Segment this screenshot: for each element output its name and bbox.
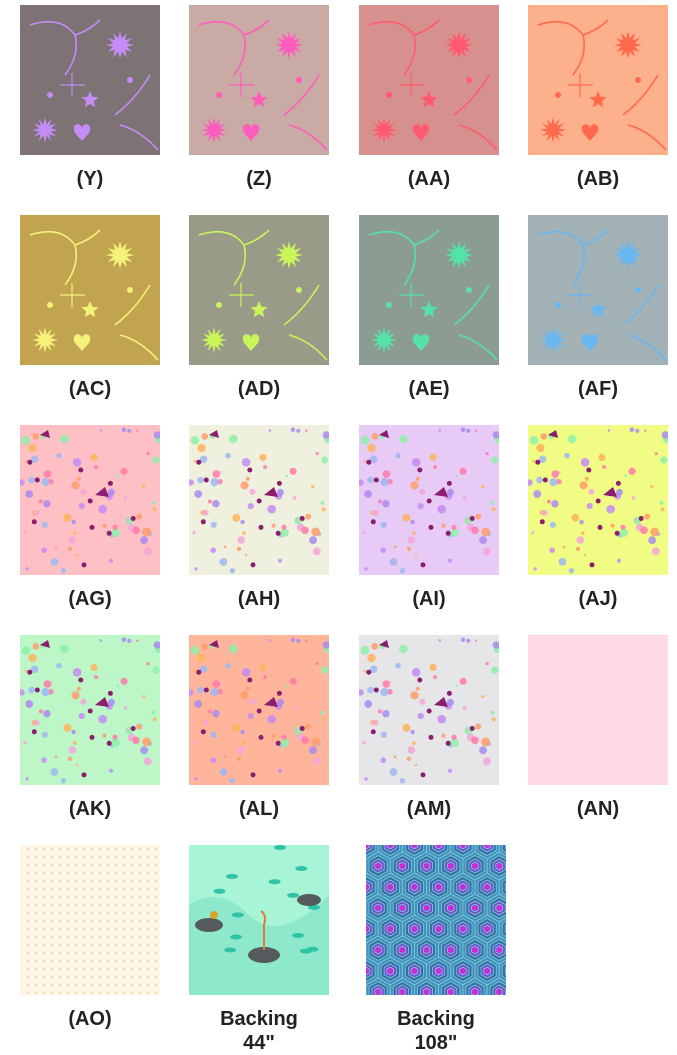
swatch-card[interactable]: (Z): [189, 5, 329, 191]
swatch-image: [189, 5, 329, 155]
swatch-image: [20, 5, 160, 155]
swatch-image: [528, 425, 668, 575]
swatch-card[interactable]: (AB): [528, 5, 668, 191]
swatch-card[interactable]: (AA): [359, 5, 499, 191]
swatch-card[interactable]: (Y): [20, 5, 160, 191]
swatch-label: (AG): [68, 588, 112, 610]
swatch-card[interactable]: (AC): [20, 215, 160, 401]
swatch-image: [20, 845, 160, 995]
swatch-label: (AI): [412, 588, 446, 610]
swatch-label: (AD): [237, 378, 281, 400]
swatch-label: Backing 108": [366, 1007, 506, 1055]
swatch-card[interactable]: (AG): [20, 425, 160, 611]
swatch-image: [189, 425, 329, 575]
swatch-label-line2: 44": [243, 1032, 275, 1054]
swatch-label-line1: Backing: [397, 1008, 475, 1030]
swatch-label: (AK): [68, 798, 112, 820]
swatch-card[interactable]: (AM): [359, 635, 499, 821]
swatch-label: (AO): [68, 1008, 112, 1030]
swatch-card[interactable]: (AH): [189, 425, 329, 611]
swatch-image: [189, 635, 329, 785]
swatch-label: (Y): [76, 168, 104, 190]
swatch-card[interactable]: (AJ): [528, 425, 668, 611]
swatch-label: (Z): [246, 168, 272, 190]
swatch-label-line2: 108": [414, 1032, 458, 1054]
swatch-image: [359, 5, 499, 155]
swatch-label: (AA): [407, 168, 451, 190]
swatch-card[interactable]: (AO): [20, 845, 160, 1031]
swatch-image: [359, 425, 499, 575]
swatch-image: [359, 215, 499, 365]
swatch-image: [189, 215, 329, 365]
swatch-image: [359, 635, 499, 785]
swatch-card[interactable]: (AF): [528, 215, 668, 401]
swatch-image: [20, 635, 160, 785]
swatch-label: (AB): [576, 168, 620, 190]
swatch-label: (AC): [68, 378, 112, 400]
swatch-card[interactable]: (AD): [189, 215, 329, 401]
swatch-label: (AH): [237, 588, 281, 610]
swatch-label: (AN): [576, 798, 620, 820]
swatch-image: [528, 635, 668, 785]
swatch-label: Backing 44": [189, 1007, 329, 1055]
swatch-card[interactable]: Backing 44": [189, 845, 329, 1055]
swatch-card[interactable]: (AK): [20, 635, 160, 821]
swatch-card[interactable]: (AE): [359, 215, 499, 401]
swatch-image: [20, 425, 160, 575]
swatch-image: [189, 845, 329, 995]
swatch-label: (AF): [578, 378, 618, 400]
swatch-card[interactable]: Backing 108": [366, 845, 506, 1055]
swatch-card[interactable]: (AN): [528, 635, 668, 821]
swatch-image: [528, 215, 668, 365]
swatch-label-line1: Backing: [220, 1008, 298, 1030]
swatch-image: [528, 5, 668, 155]
swatch-label: (AL): [239, 798, 279, 820]
swatch-label: (AJ): [578, 588, 618, 610]
swatch-image: [366, 845, 506, 995]
swatch-card[interactable]: (AI): [359, 425, 499, 611]
swatch-card[interactable]: (AL): [189, 635, 329, 821]
swatch-label: (AE): [408, 378, 450, 400]
swatch-image: [20, 215, 160, 365]
swatch-label: (AM): [406, 798, 452, 820]
